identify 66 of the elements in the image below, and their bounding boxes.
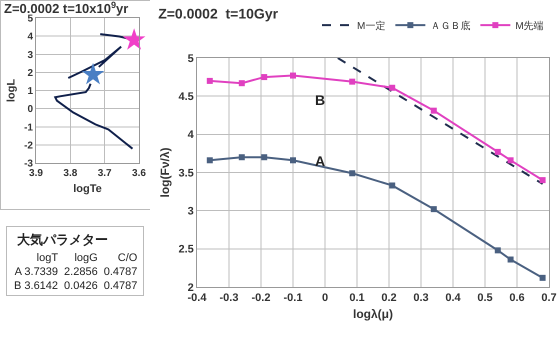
point	[540, 177, 546, 184]
legend-label: ＡＧＢ底	[430, 20, 470, 32]
point	[540, 274, 546, 281]
annotation: A	[315, 153, 326, 169]
point	[290, 157, 296, 164]
y-tick-label: 2	[27, 68, 34, 79]
y-axis-title: log(Fν/λ)	[158, 148, 172, 198]
annotation: B	[315, 92, 326, 108]
text: A 3.7339 2.2856 0.4787	[14, 265, 138, 279]
y-tick-label: 4.5	[178, 91, 194, 104]
x-tick-label: -0.3	[220, 292, 238, 304]
x-tick-label: 3.9	[29, 168, 44, 179]
x-axis-title: logTe	[73, 183, 102, 196]
y-tick-label: -3	[24, 158, 34, 170]
y-tick-label: 5	[27, 14, 34, 24]
point	[238, 154, 245, 160]
point	[389, 182, 396, 188]
x-tick-label: -0.1	[284, 292, 302, 304]
point	[206, 157, 213, 164]
y-tick-label: 3.5	[178, 167, 194, 180]
text: B 3.6142 0.0426 0.4787	[13, 279, 138, 293]
point	[261, 74, 268, 80]
x-tick-label: 3.6	[132, 168, 146, 179]
point	[494, 247, 501, 254]
y-tick-label: 2	[188, 282, 194, 294]
legend-label: M一定	[357, 20, 386, 32]
point	[238, 80, 245, 86]
legend-label: M先端	[515, 20, 544, 32]
point	[430, 206, 437, 212]
x-tick-label: 0.4	[445, 292, 462, 304]
x-tick-label: -0.2	[252, 292, 270, 304]
text: logT logG C/O	[36, 252, 138, 264]
y-tick-label: 1	[27, 86, 34, 97]
point	[349, 78, 356, 85]
y-tick-label: -1	[24, 122, 34, 134]
y-tick-label: 3	[27, 50, 34, 61]
y-tick-label: -2	[24, 140, 34, 152]
point	[508, 157, 514, 164]
x-tick-label: 3.7	[98, 168, 112, 179]
y-tick-label: 4	[27, 32, 34, 43]
text: 大気パラメター	[17, 231, 109, 249]
y-tick-label: 5	[188, 52, 194, 65]
x-tick-label: 0.6	[509, 292, 525, 304]
point	[508, 256, 514, 263]
x-tick-label: 0	[322, 292, 328, 304]
y-axis-title: logL	[6, 78, 18, 102]
x-tick-label: -0.4	[188, 292, 208, 304]
y-tick-label: 2.5	[178, 244, 194, 256]
point	[430, 108, 437, 114]
y-tick-label: 0	[27, 104, 34, 116]
point	[290, 72, 296, 79]
x-tick-label: 0.3	[413, 292, 429, 304]
y-tick-label: 4	[188, 129, 195, 142]
point	[494, 148, 501, 155]
x-tick-label: 3.8	[63, 168, 78, 179]
x-tick-label: 0.1	[349, 292, 365, 304]
x-tick-label: 0.5	[477, 292, 493, 304]
point	[206, 78, 213, 84]
y-tick-label: 3	[188, 206, 194, 218]
point	[261, 154, 268, 160]
x-tick-label: 0.7	[541, 292, 557, 304]
point	[349, 170, 356, 176]
point	[389, 84, 396, 91]
chart-title: Z=0.0002 t=10Gyr	[158, 5, 279, 22]
x-tick-label: 0.2	[381, 292, 397, 304]
x-axis-title: logλ(μ)	[352, 307, 394, 322]
